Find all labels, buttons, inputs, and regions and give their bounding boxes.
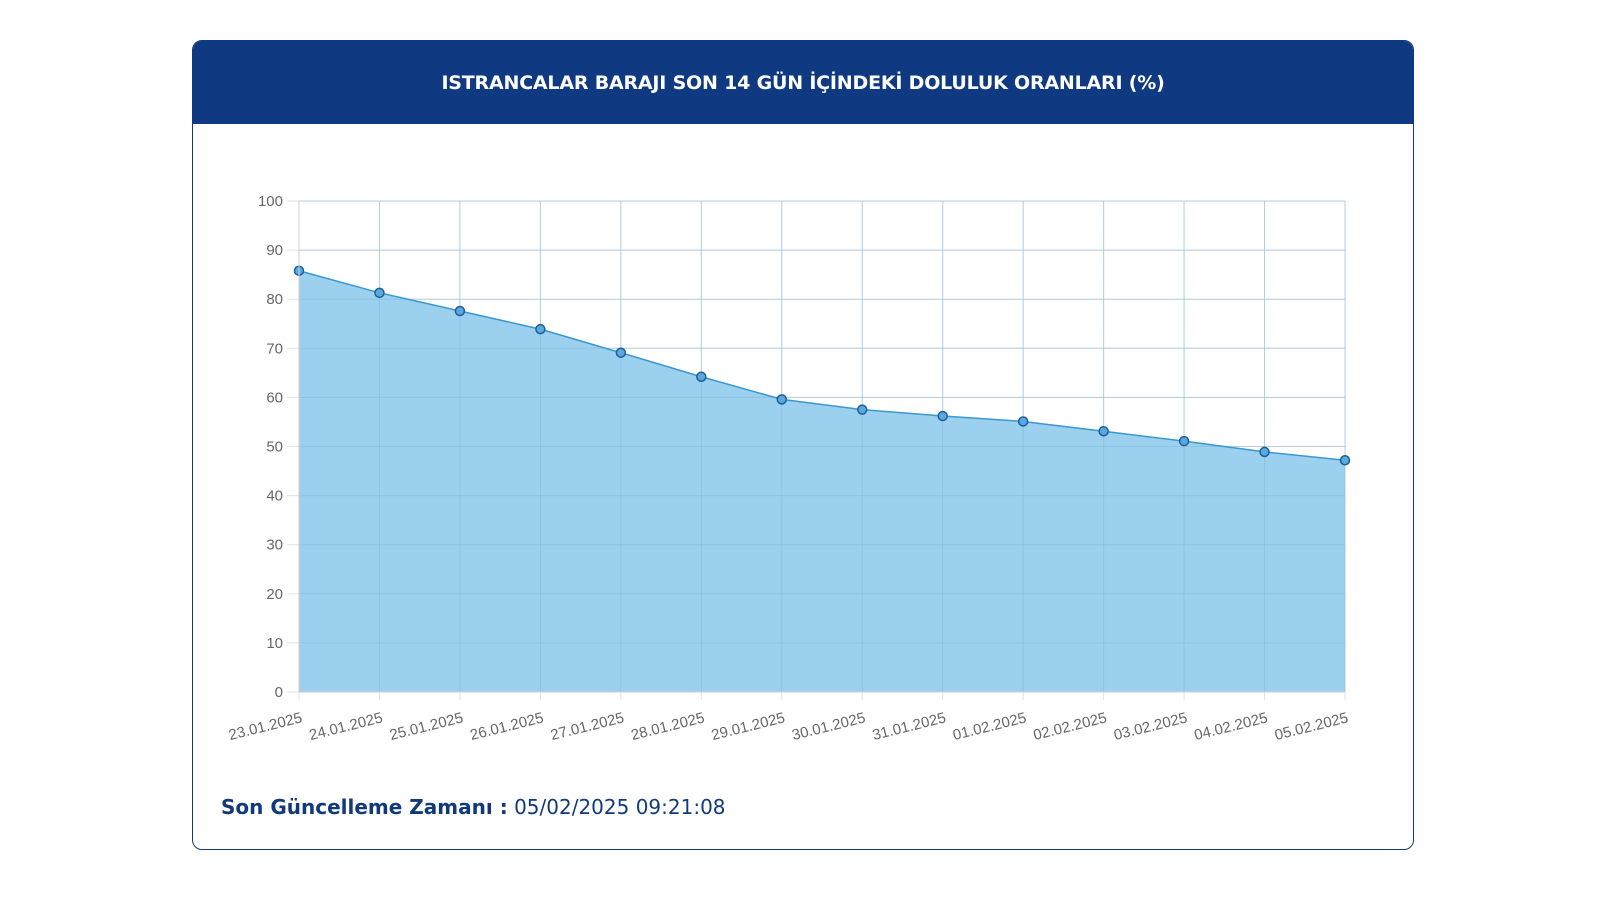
x-tick-label: 05.02.2025 <box>1273 709 1350 744</box>
y-tick-label: 30 <box>266 537 283 554</box>
y-axis: 0 10 20 30 40 50 60 70 80 90 100 <box>258 193 300 701</box>
x-tick-label: 29.01.2025 <box>710 709 787 744</box>
last-update-label: Son Güncelleme Zamanı : <box>221 795 508 819</box>
data-point <box>1017 416 1029 427</box>
data-point <box>696 371 707 383</box>
x-tick-label: 26.01.2025 <box>468 709 545 744</box>
series-area-fill <box>299 270 1345 692</box>
data-point <box>1178 435 1190 447</box>
data-point <box>535 323 546 335</box>
x-tick-label: 27.01.2025 <box>549 709 626 744</box>
dam-occupancy-card: ISTRANCALAR BARAJI SON 14 GÜN İÇİNDEKİ D… <box>192 40 1414 850</box>
data-point <box>776 394 788 405</box>
last-update-value: 05/02/2025 09:21:08 <box>514 795 726 819</box>
y-tick-label: 10 <box>266 635 283 652</box>
data-point <box>454 305 466 317</box>
series-line <box>298 269 1346 461</box>
x-tick-label: 25.01.2025 <box>388 709 465 744</box>
data-point <box>615 347 627 358</box>
y-tick-label: 70 <box>266 340 283 357</box>
y-tick-label: 50 <box>266 439 283 456</box>
points-layer <box>293 265 1351 466</box>
data-point <box>1259 446 1270 458</box>
x-tick-label: 01.02.2025 <box>951 709 1028 744</box>
data-point <box>1098 426 1109 437</box>
y-tick-label: 60 <box>266 389 283 406</box>
y-tick-label: 20 <box>266 586 283 603</box>
occupancy-area-chart: 0 10 20 30 40 50 60 70 80 90 100 23.01.2025 24.01.2… <box>227 193 1351 744</box>
chart-title: ISTRANCALAR BARAJI SON 14 GÜN İÇİNDEKİ D… <box>441 71 1165 94</box>
x-tick-label: 23.01.2025 <box>227 709 304 744</box>
x-tick-label: 02.02.2025 <box>1032 709 1109 744</box>
chart-container: 0 10 20 30 40 50 60 70 80 90 100 23.01.2025 24.01.2… <box>193 124 1413 764</box>
card-header: ISTRANCALAR BARAJI SON 14 GÜN İÇİNDEKİ D… <box>193 41 1413 124</box>
x-tick-label: 30.01.2025 <box>790 709 867 744</box>
data-point <box>374 287 385 299</box>
x-axis: 23.01.2025 24.01.2025 25.01.2025 26.01.2025… <box>227 691 1350 744</box>
last-update: Son Güncelleme Zamanı : 05/02/2025 09:21… <box>221 795 726 819</box>
y-tick-label: 0 <box>275 684 283 701</box>
x-tick-label: 31.01.2025 <box>871 709 948 744</box>
x-tick-label: 28.01.2025 <box>629 709 706 744</box>
y-tick-label: 90 <box>266 242 283 259</box>
y-tick-label: 40 <box>266 488 283 505</box>
x-tick-label: 03.02.2025 <box>1112 709 1189 744</box>
y-tick-label: 80 <box>266 291 283 308</box>
data-point <box>1339 454 1351 466</box>
x-tick-label: 04.02.2025 <box>1193 709 1270 744</box>
data-point <box>937 410 948 422</box>
area-layer <box>298 200 1346 693</box>
y-tick-label: 100 <box>258 193 283 210</box>
data-point <box>856 404 868 415</box>
x-tick-label: 24.01.2025 <box>307 709 384 744</box>
